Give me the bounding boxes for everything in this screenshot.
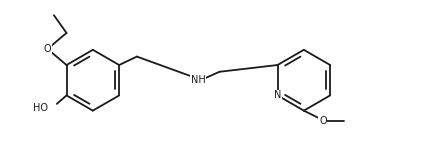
Text: HO: HO bbox=[33, 103, 49, 113]
Text: O: O bbox=[44, 44, 51, 54]
Text: O: O bbox=[319, 116, 327, 126]
Text: N: N bbox=[274, 90, 281, 100]
Text: NH: NH bbox=[191, 75, 206, 85]
